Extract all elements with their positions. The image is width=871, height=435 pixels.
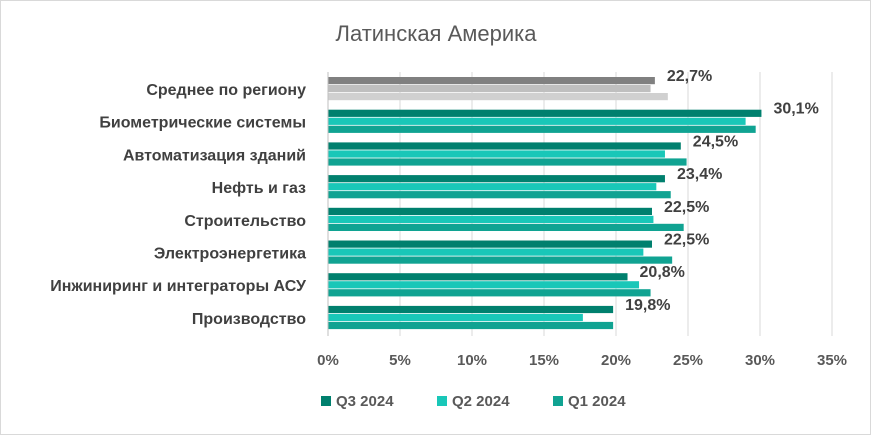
- bar-q1-2024: [328, 93, 668, 101]
- category-label: Среднее по региону: [146, 82, 306, 99]
- chart-title: Латинская Америка: [336, 21, 538, 46]
- x-tick-label: 35%: [817, 352, 847, 369]
- category-label: Инжиниринг и интеграторы АСУ: [50, 278, 307, 295]
- bar-q1-2024: [328, 191, 671, 199]
- x-tick-label: 20%: [601, 352, 631, 369]
- bar-q3-2024: [328, 109, 762, 117]
- bar-q1-2024: [328, 125, 756, 133]
- legend-label: Q3 2024: [336, 393, 394, 410]
- bar-q2-2024: [328, 183, 657, 191]
- data-label: 19,8%: [625, 297, 670, 314]
- bar-q3-2024: [328, 175, 665, 183]
- category-label: Производство: [192, 311, 306, 328]
- x-tick-label: 15%: [529, 352, 559, 369]
- legend-swatch: [437, 396, 447, 406]
- x-tick-label: 0%: [317, 352, 339, 369]
- legend-label: Q2 2024: [452, 393, 510, 410]
- legend-swatch: [553, 396, 563, 406]
- x-tick-label: 5%: [389, 352, 411, 369]
- data-label: 24,5%: [693, 133, 738, 150]
- legend-label: Q1 2024: [568, 393, 626, 410]
- bars: [327, 72, 762, 336]
- category-label: Нефть и газ: [212, 180, 306, 197]
- bar-q1-2024: [328, 158, 687, 166]
- bar-q2-2024: [328, 215, 654, 223]
- data-label: 22,5%: [664, 232, 709, 249]
- bar-q2-2024: [328, 248, 644, 256]
- data-label: 22,5%: [664, 199, 709, 216]
- bar-q2-2024: [328, 281, 640, 289]
- category-label: Биометрические системы: [99, 115, 306, 132]
- data-label: 22,7%: [667, 68, 712, 85]
- bar-q2-2024: [328, 117, 746, 125]
- bar-q1-2024: [328, 321, 614, 330]
- bar-q3-2024: [328, 207, 652, 215]
- bar-q3-2024: [328, 77, 655, 85]
- x-tick-label: 25%: [673, 352, 703, 369]
- category-labels: Среднее по региону Биометрические системы…: [50, 82, 307, 328]
- bar-q2-2024: [328, 150, 665, 158]
- legend: Q3 2024 Q2 2024 Q1 2024: [321, 393, 626, 410]
- bar-q3-2024: [328, 142, 681, 150]
- bar-q3-2024: [328, 273, 628, 281]
- data-label: 30,1%: [773, 101, 818, 118]
- category-label: Строительство: [184, 213, 306, 230]
- data-labels: 22,7% 30,1% 24,5% 23,4% 22,5% 22,5% 20,8% 19,8%: [625, 68, 819, 314]
- data-label: 23,4%: [677, 166, 722, 183]
- bar-q1-2024: [328, 289, 651, 297]
- x-tick-label: 10%: [457, 352, 487, 369]
- x-tick-label: 30%: [745, 352, 775, 369]
- bar-q1-2024: [328, 256, 673, 264]
- category-label: Автоматизация зданий: [123, 147, 306, 164]
- bar-q1-2024: [328, 223, 684, 231]
- bar-q3-2024: [328, 240, 652, 248]
- legend-swatch: [321, 396, 331, 406]
- data-label: 20,8%: [640, 264, 685, 281]
- bar-q2-2024: [328, 85, 651, 93]
- category-label: Электроэнергетика: [154, 246, 306, 263]
- bar-q3-2024: [328, 305, 614, 314]
- x-axis-ticks: 0% 5% 10% 15% 20% 25% 30% 35%: [317, 352, 847, 369]
- bar-q2-2024: [328, 313, 583, 322]
